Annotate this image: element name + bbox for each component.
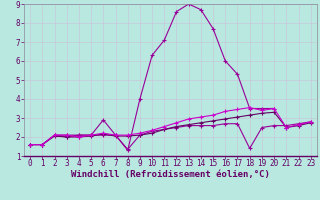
X-axis label: Windchill (Refroidissement éolien,°C): Windchill (Refroidissement éolien,°C) bbox=[71, 170, 270, 179]
